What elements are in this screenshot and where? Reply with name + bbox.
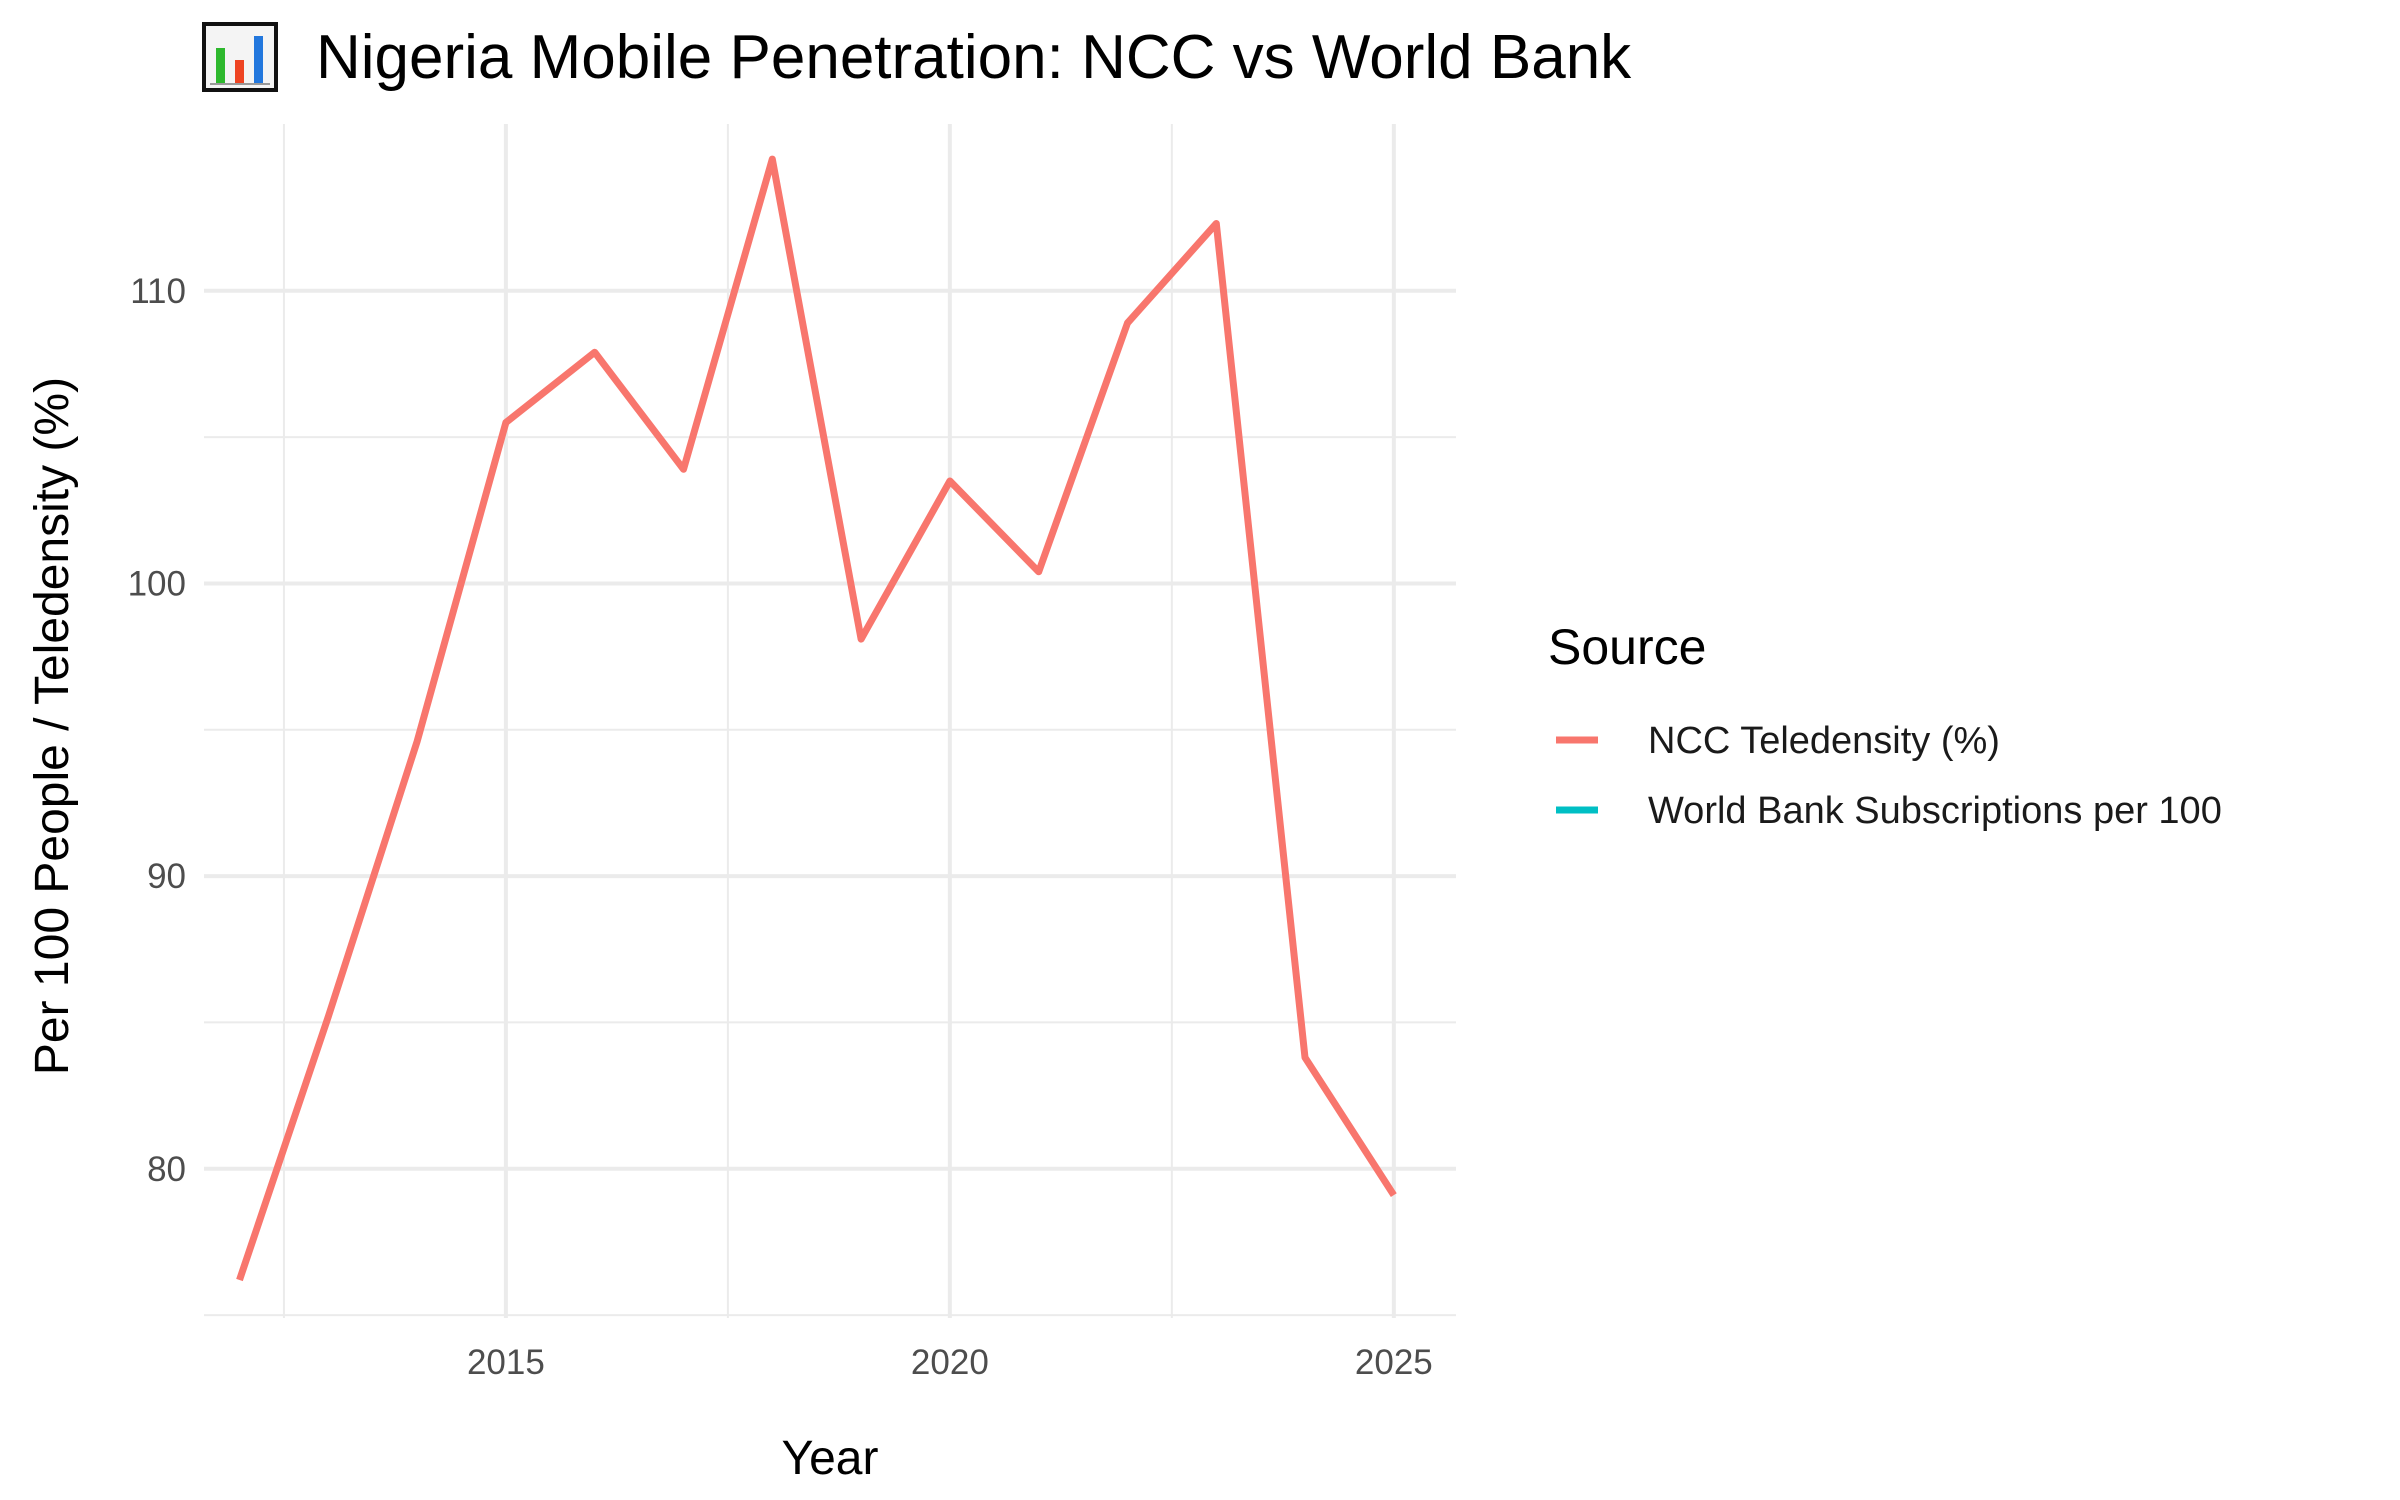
legend-label: NCC Teledensity (%) xyxy=(1648,720,2000,762)
x-tick-label: 2015 xyxy=(467,1343,545,1382)
tick-labels: 80 90 100 110 2015 2020 2025 xyxy=(128,272,1433,1382)
bar-chart-icon xyxy=(202,22,278,92)
y-tick-label: 90 xyxy=(147,857,186,896)
y-tick-label: 110 xyxy=(130,272,186,311)
grid xyxy=(204,124,1456,1318)
y-tick-label: 100 xyxy=(128,564,186,603)
legend-item: NCC Teledensity (%) xyxy=(1556,720,2000,762)
chart-title-group: Nigeria Mobile Penetration: NCC vs World… xyxy=(202,22,1632,92)
series-lines xyxy=(236,155,1397,1282)
legend: Source NCC Teledensity (%) World Bank Sub… xyxy=(1548,619,2222,832)
x-tick-label: 2025 xyxy=(1355,1343,1433,1382)
x-axis-title: Year xyxy=(782,1432,879,1485)
legend-item: World Bank Subscriptions per 100 xyxy=(1556,790,2222,832)
y-axis-title: Per 100 People / Teledensity (%) xyxy=(26,377,79,1075)
series-line xyxy=(236,155,1397,1282)
legend-title: Source xyxy=(1548,619,1706,675)
x-tick-label: 2020 xyxy=(911,1343,989,1382)
y-tick-label: 80 xyxy=(147,1150,186,1189)
legend-items: NCC Teledensity (%) World Bank Subscripti… xyxy=(1556,720,2222,832)
chart-title: Nigeria Mobile Penetration: NCC vs World… xyxy=(316,23,1632,92)
legend-label: World Bank Subscriptions per 100 xyxy=(1648,790,2222,832)
